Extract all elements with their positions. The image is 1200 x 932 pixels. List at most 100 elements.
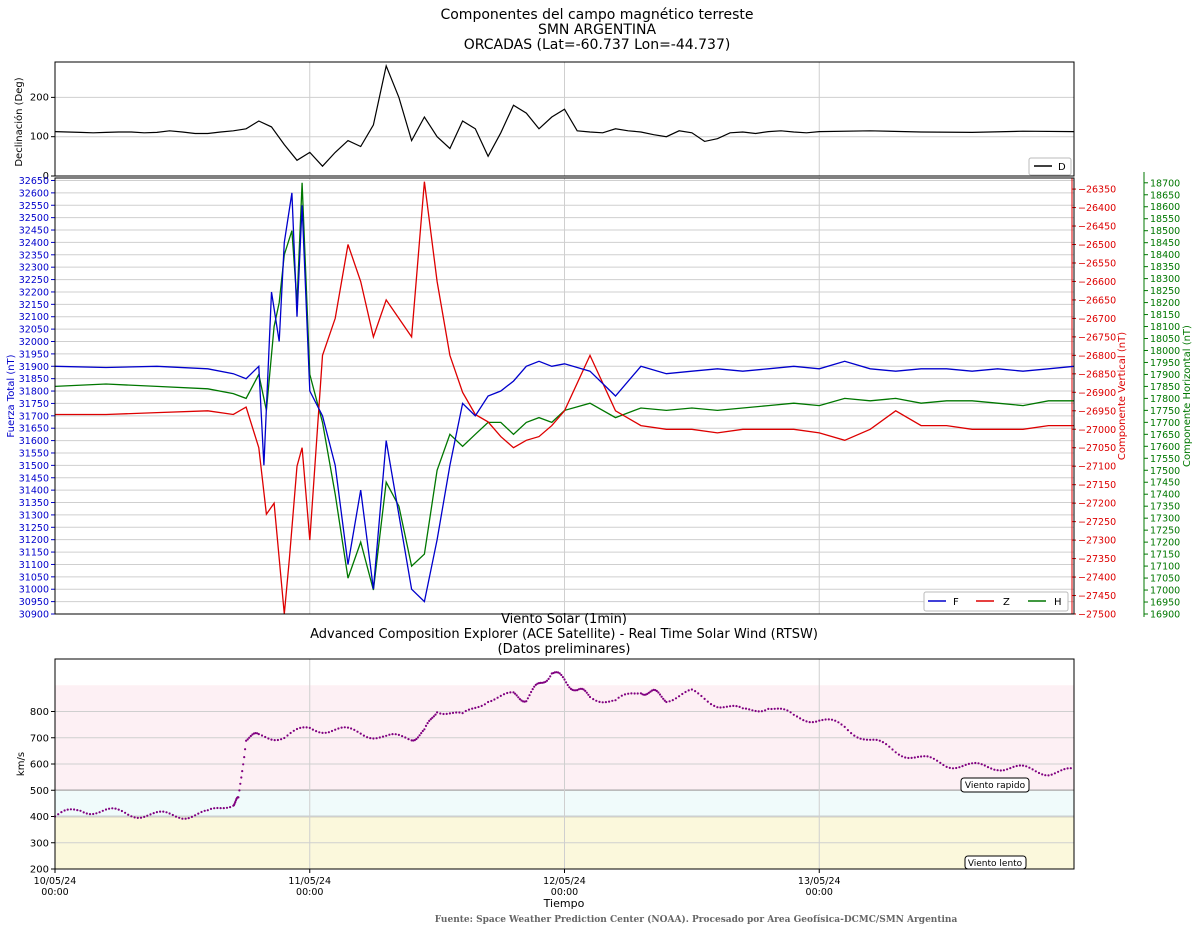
solar-wind-point — [598, 700, 601, 704]
solar-wind-point — [560, 673, 563, 677]
y-tick-label: 600 — [30, 760, 49, 771]
solar-wind-point — [945, 765, 948, 769]
solar-wind-point — [623, 693, 627, 696]
solar-wind-grid — [54, 659, 1075, 870]
solar-wind-point — [92, 812, 95, 816]
solar-wind-point — [671, 699, 674, 702]
solar-wind-point — [719, 706, 722, 709]
solar-wind-point — [588, 695, 592, 699]
f-tick-label: 31650 — [19, 424, 49, 435]
solar-wind-point — [57, 813, 60, 816]
solar-wind-point — [751, 709, 754, 712]
solar-wind-point — [920, 755, 923, 758]
solar-wind-point — [136, 816, 139, 820]
solar-wind-point — [709, 703, 713, 706]
solar-wind-point — [646, 692, 649, 696]
solar-wind-x-ticks: 10/05/2400:0011/05/2400:0012/05/2400:001… — [34, 869, 841, 898]
solar-wind-point — [483, 703, 486, 706]
h-tick-label: 17450 — [1150, 478, 1180, 489]
solar-wind-point — [372, 737, 375, 740]
solar-wind-point — [353, 728, 356, 732]
h-tick-label: 18050 — [1150, 334, 1180, 345]
solar-wind-point — [359, 732, 362, 735]
solar-wind-point — [127, 813, 130, 816]
solar-wind-point — [558, 672, 561, 675]
y-tick-label: 700 — [30, 733, 49, 744]
solar-wind-point — [369, 737, 372, 740]
legend-h-label: H — [1054, 597, 1062, 608]
solar-wind-point — [1025, 765, 1028, 768]
h-tick-label: 17800 — [1150, 394, 1180, 405]
solar-wind-point — [517, 696, 520, 699]
solar-wind-point — [948, 766, 951, 770]
solar-wind-point — [496, 696, 499, 699]
solar-wind-point — [413, 739, 416, 742]
solar-wind-point — [401, 735, 404, 738]
solar-wind-point — [792, 713, 795, 716]
solar-wind-point — [520, 699, 523, 702]
solar-wind-point — [808, 721, 811, 724]
solar-wind-point — [967, 762, 971, 766]
solar-wind-point — [585, 691, 588, 694]
solar-wind-point — [862, 738, 865, 741]
solar-wind-point — [451, 711, 455, 715]
f-tick-label: 31250 — [19, 523, 49, 534]
solar-wind-point — [986, 766, 990, 769]
h-tick-label: 17350 — [1150, 502, 1180, 513]
z-tick-label: −26500 — [1078, 240, 1116, 251]
solar-wind-point — [815, 720, 818, 723]
solar-wind-point — [971, 762, 974, 765]
solar-wind-point — [283, 736, 286, 740]
solar-wind-point — [69, 808, 72, 811]
solar-wind-point — [249, 734, 252, 738]
h-tick-label: 17550 — [1150, 454, 1180, 465]
x-tick-time: 00:00 — [296, 887, 323, 898]
solar-wind-point — [133, 816, 136, 819]
h-tick-label: 17600 — [1150, 442, 1180, 453]
solar-wind-point — [385, 734, 388, 737]
z-tick-label: −27500 — [1078, 610, 1116, 621]
solar-wind-point — [295, 727, 299, 731]
solar-wind-point — [280, 738, 283, 741]
solar-wind-point — [404, 736, 407, 739]
solar-wind-point — [458, 711, 461, 714]
solar-wind-point — [111, 807, 114, 810]
solar-wind-point — [652, 688, 655, 692]
solar-wind-point — [104, 808, 108, 811]
solar-wind-point — [795, 715, 799, 718]
solar-wind-point — [270, 738, 273, 741]
solar-wind-point — [254, 732, 257, 735]
solar-wind-point — [424, 724, 428, 728]
solar-wind-point — [904, 756, 907, 759]
solar-wind-point — [732, 704, 735, 708]
f-tick-label: 31850 — [19, 374, 49, 385]
solar-wind-point — [961, 765, 964, 768]
solar-wind-point — [418, 734, 421, 737]
f-tick-label: 32250 — [19, 275, 49, 286]
solar-wind-point — [649, 690, 652, 693]
declination-series-line — [54, 63, 1075, 168]
solar-wind-point — [569, 687, 573, 691]
f-tick-label: 31800 — [19, 387, 49, 398]
solar-wind-point — [783, 708, 786, 711]
f-tick-label: 32550 — [19, 201, 49, 212]
z-tick-label: −27250 — [1078, 517, 1116, 528]
f-tick-label: 31900 — [19, 362, 49, 373]
solar-wind-point — [611, 699, 614, 702]
solar-wind-point — [891, 748, 894, 751]
solar-wind-point — [381, 735, 385, 738]
solar-wind-point — [1002, 769, 1006, 772]
solar-wind-point — [480, 704, 483, 708]
solar-wind-point — [668, 700, 671, 703]
solar-wind-point — [242, 763, 245, 766]
f-series-line — [54, 192, 1075, 603]
y-tick-label: 500 — [30, 786, 49, 797]
solar-wind-point — [977, 762, 980, 765]
solar-wind-point — [239, 782, 242, 785]
solar-wind-point — [713, 704, 716, 708]
f-tick-label: 32500 — [19, 213, 49, 224]
solar-wind-point — [455, 711, 458, 714]
z-tick-label: −26700 — [1078, 314, 1116, 325]
componente-vertical-ticks: −27500 −27450 −27400 −27350 −27300 −27250 −272… — [1072, 185, 1116, 621]
